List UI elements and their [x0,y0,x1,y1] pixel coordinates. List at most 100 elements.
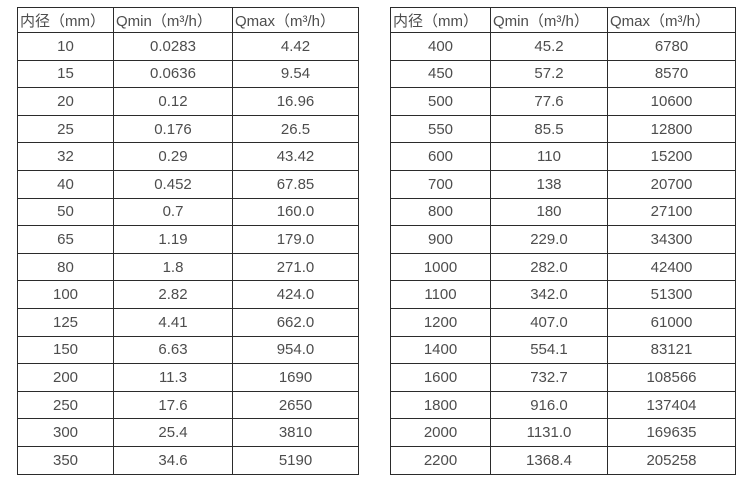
table-cell: 77.6 [490,87,608,116]
table-row: 900 229.0 34300 [390,225,736,254]
table-cell: 125 [17,307,114,337]
table-cell: 100 [17,280,114,309]
table-cell: 2000 [390,418,491,447]
table-cell: 10 [17,32,114,61]
table-cell: 15 [17,59,114,89]
table-cell: 424.0 [232,280,359,309]
column-header: Qmin（m³/h） [113,7,233,33]
table-cell: 34.6 [113,445,233,475]
table-cell: 916.0 [490,390,608,420]
table-row: 125 4.41 662.0 [17,307,359,337]
table-cell: 1000 [390,252,491,282]
table-row: 65 1.19 179.0 [17,225,359,254]
table-row: 550 85.5 12800 [390,114,736,144]
table-row: 80 1.8 271.0 [17,252,359,282]
table-cell: 9.54 [232,59,359,89]
table-cell: 1200 [390,307,491,337]
table-cell: 10600 [607,87,736,116]
table-cell: 51300 [607,280,736,309]
table-row: 800 180 27100 [390,197,736,227]
table-cell: 0.452 [113,169,233,199]
table-header-row: 内径（mm） Qmin（m³/h） Qmax（m³/h） [17,7,359,33]
table-cell: 137404 [607,390,736,420]
table-cell: 1100 [390,280,491,309]
table-cell: 282.0 [490,252,608,282]
table-cell: 1800 [390,390,491,420]
table-cell: 554.1 [490,335,608,365]
table-cell: 25 [17,114,114,144]
table-body: 10 0.0283 4.42 15 0.0636 9.54 20 0.12 16.96 25 0.1… [17,32,359,475]
table-row: 200 11.3 1690 [17,363,359,392]
table-cell: 600 [390,142,491,171]
table-cell: 2200 [390,445,491,475]
table-row: 40 0.452 67.85 [17,169,359,199]
table-cell: 34300 [607,225,736,254]
table-cell: 0.12 [113,87,233,116]
table-row: 2200 1368.4 205258 [390,445,736,475]
table-cell: 45.2 [490,32,608,61]
table-cell: 1600 [390,363,491,392]
table-cell: 250 [17,390,114,420]
table-cell: 80 [17,252,114,282]
table-cell: 15200 [607,142,736,171]
table-cell: 954.0 [232,335,359,365]
column-header: Qmax（m³/h） [232,7,359,33]
table-cell: 6780 [607,32,736,61]
table-cell: 4.42 [232,32,359,61]
table-row: 1400 554.1 83121 [390,335,736,365]
table-cell: 271.0 [232,252,359,282]
table-cell: 500 [390,87,491,116]
flow-rate-table-small-diameters: 内径（mm） Qmin（m³/h） Qmax（m³/h） 10 0.0283 4.42 1… [17,7,359,475]
flow-rate-table-large-diameters: 内径（mm） Qmin（m³/h） Qmax（m³/h） 400 45.2 6780 45… [390,7,736,475]
table-cell: 0.0283 [113,32,233,61]
table-cell: 1.8 [113,252,233,282]
table-cell: 550 [390,114,491,144]
table-cell: 57.2 [490,59,608,89]
table-row: 600 110 15200 [390,142,736,171]
table-row: 450 57.2 8570 [390,59,736,89]
table-cell: 169635 [607,418,736,447]
table-cell: 32 [17,142,114,171]
table-cell: 2650 [232,390,359,420]
table-cell: 25.4 [113,418,233,447]
table-row: 50 0.7 160.0 [17,197,359,227]
table-cell: 27100 [607,197,736,227]
table-cell: 3810 [232,418,359,447]
table-cell: 0.176 [113,114,233,144]
table-cell: 1368.4 [490,445,608,475]
table-row: 1000 282.0 42400 [390,252,736,282]
table-cell: 300 [17,418,114,447]
table-cell: 108566 [607,363,736,392]
table-cell: 407.0 [490,307,608,337]
table-cell: 20 [17,87,114,116]
table-row: 10 0.0283 4.42 [17,32,359,61]
table-cell: 138 [490,169,608,199]
table-cell: 0.0636 [113,59,233,89]
table-cell: 205258 [607,445,736,475]
table-cell: 150 [17,335,114,365]
table-cell: 662.0 [232,307,359,337]
table-cell: 1690 [232,363,359,392]
table-row: 250 17.6 2650 [17,390,359,420]
column-header: Qmin（m³/h） [490,7,608,33]
table-body: 400 45.2 6780 450 57.2 8570 500 77.6 10600 550 85.… [390,32,736,475]
table-cell: 16.96 [232,87,359,116]
table-row: 32 0.29 43.42 [17,142,359,171]
table-cell: 6.63 [113,335,233,365]
table-row: 350 34.6 5190 [17,445,359,475]
table-row: 1100 342.0 51300 [390,280,736,309]
table-row: 500 77.6 10600 [390,87,736,116]
table-cell: 43.42 [232,142,359,171]
table-cell: 83121 [607,335,736,365]
table-cell: 179.0 [232,225,359,254]
table-row: 700 138 20700 [390,169,736,199]
table-cell: 350 [17,445,114,475]
table-cell: 42400 [607,252,736,282]
table-row: 100 2.82 424.0 [17,280,359,309]
table-row: 25 0.176 26.5 [17,114,359,144]
table-cell: 2.82 [113,280,233,309]
column-header: Qmax（m³/h） [607,7,736,33]
table-cell: 4.41 [113,307,233,337]
table-cell: 85.5 [490,114,608,144]
